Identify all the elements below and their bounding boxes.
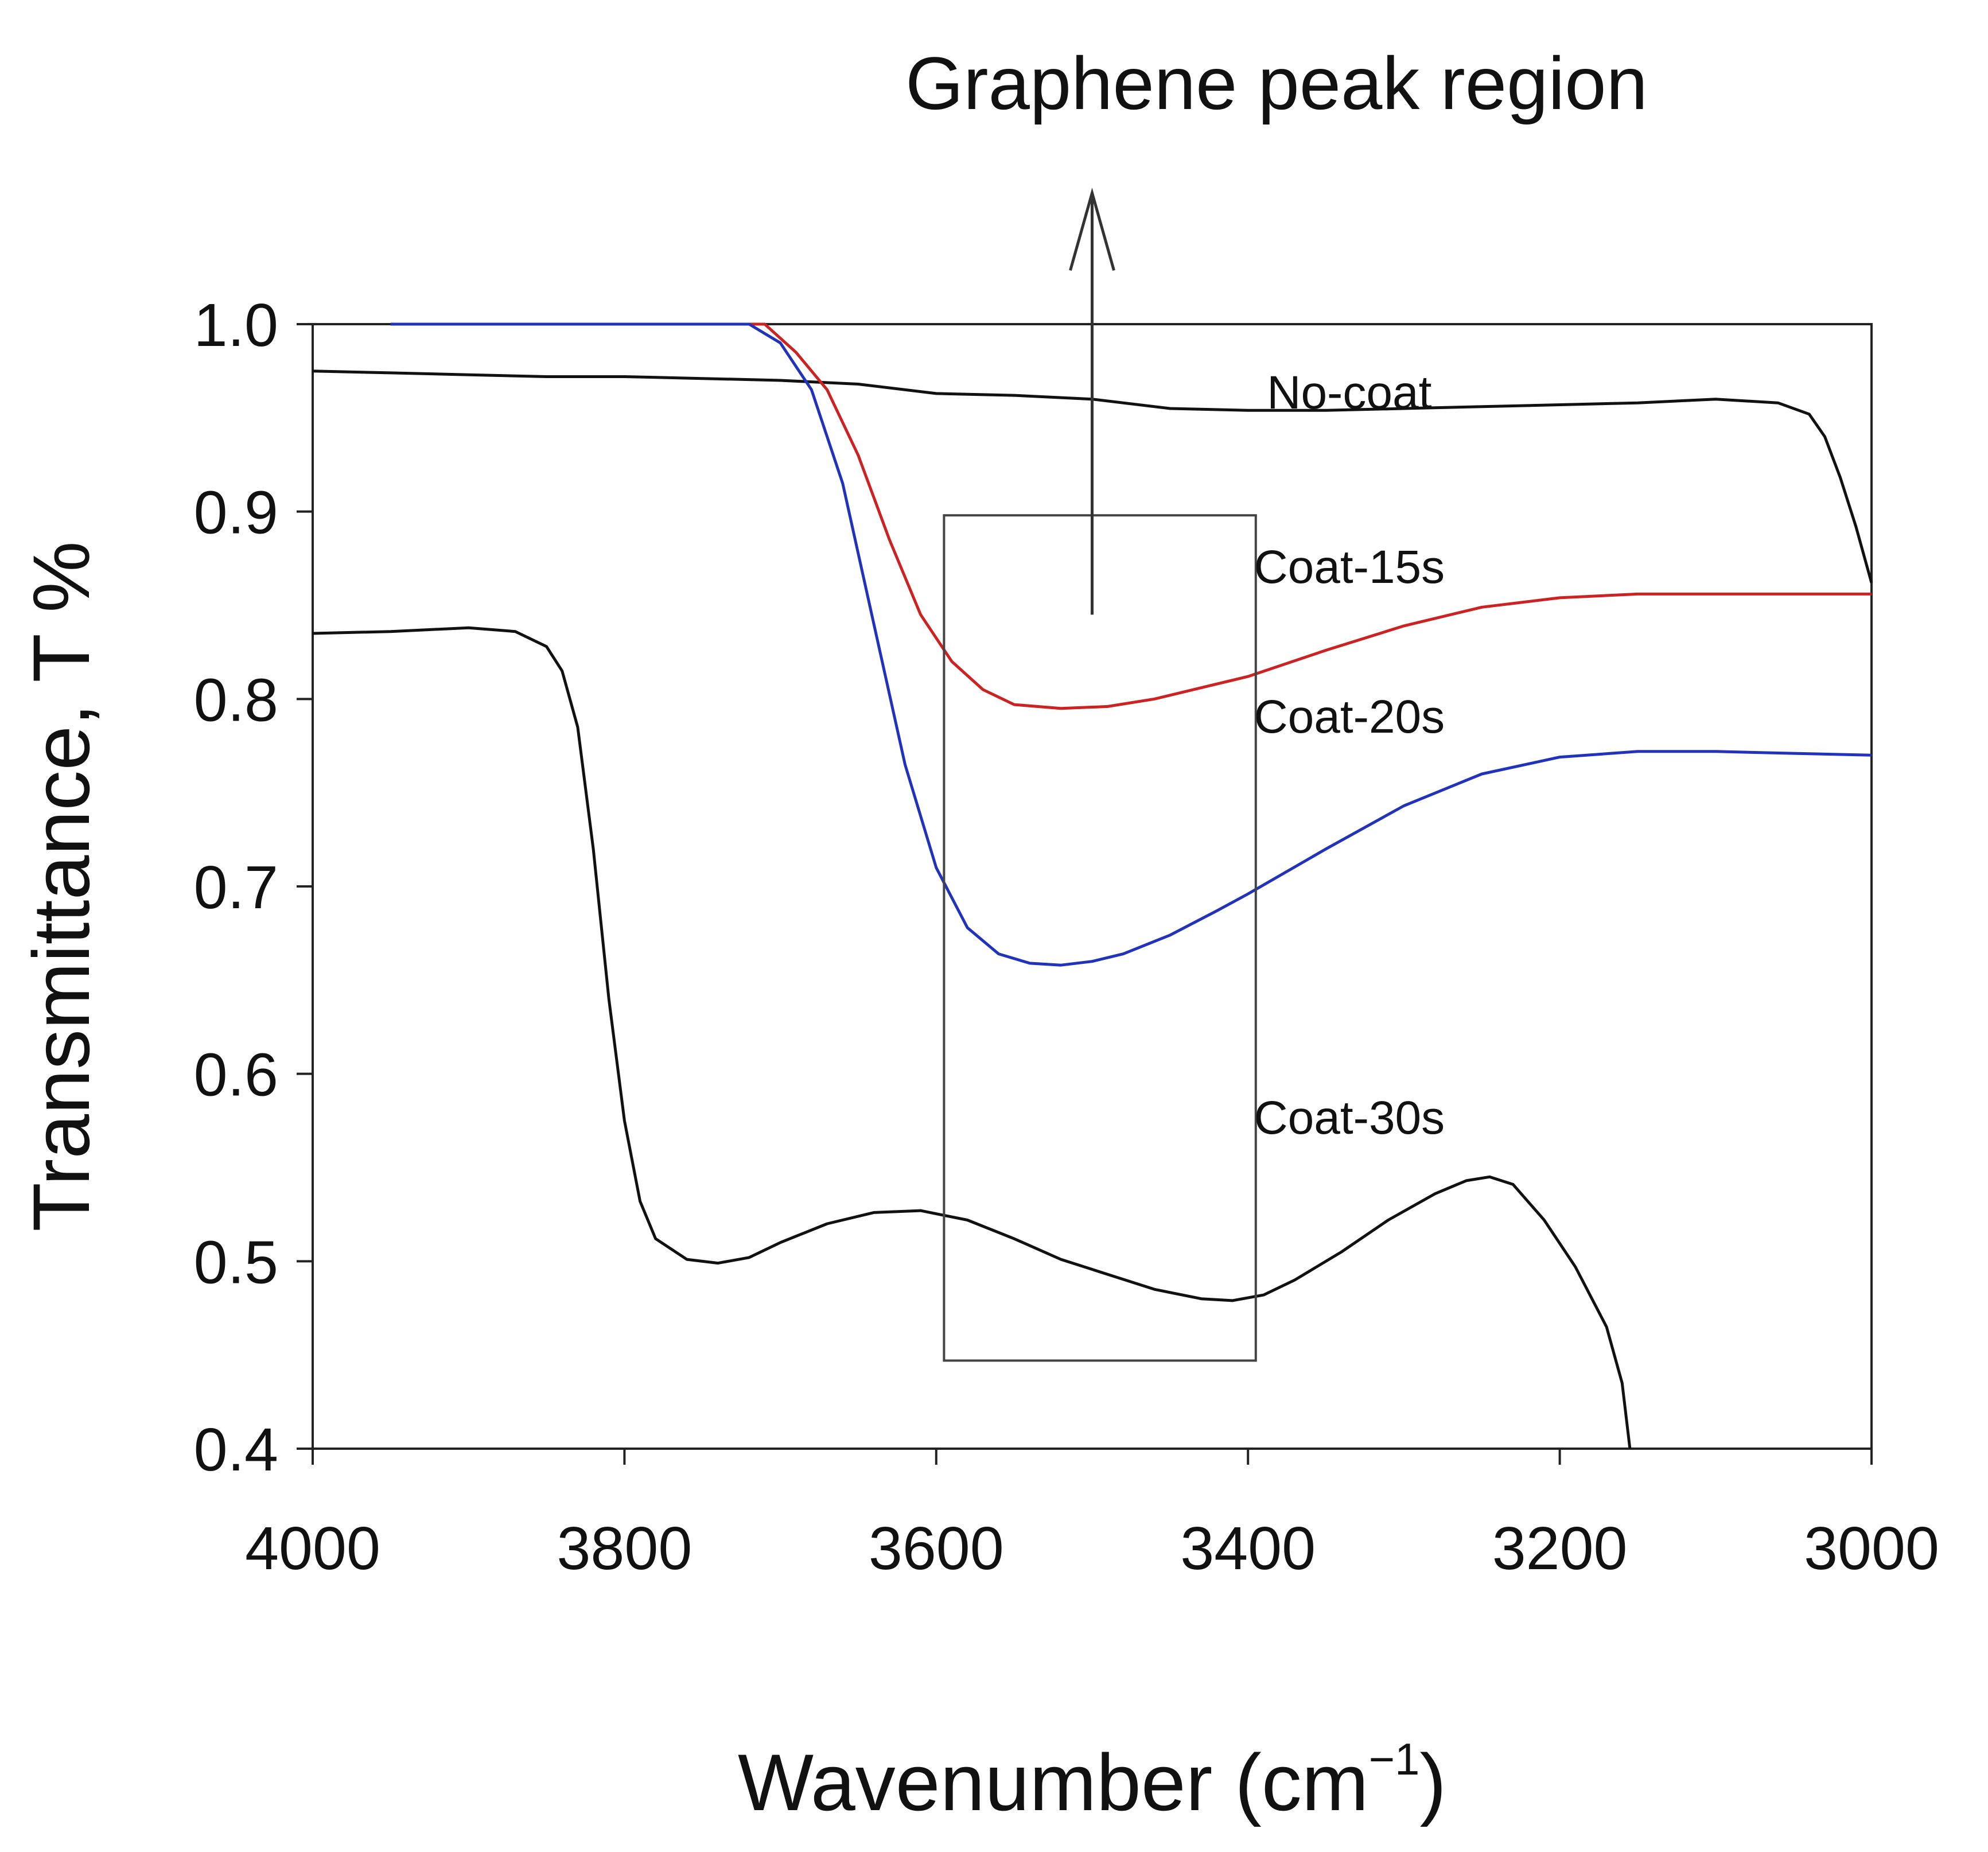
series-label-coat-20s: Coat-20s xyxy=(1254,691,1445,743)
series-label-coat-15s: Coat-15s xyxy=(1254,541,1445,593)
series-line-no-coat xyxy=(312,369,1873,583)
y-tick-label: 0.7 xyxy=(194,854,278,921)
y-tick-label: 0.6 xyxy=(194,1041,278,1109)
annotation-arrow-head xyxy=(1069,188,1115,271)
annotation: Graphene peak region xyxy=(905,41,1648,1362)
series-labels: No-coat Coat-15s Coat-20s Coat-30s xyxy=(1254,367,1445,1144)
series-lines xyxy=(312,322,1873,1449)
x-axis-title-superscript: −1 xyxy=(1368,1734,1419,1784)
y-tick-label: 0.4 xyxy=(194,1416,278,1484)
series-line-coat-30s xyxy=(312,626,1632,1449)
x-tick-label: 3000 xyxy=(1804,1515,1939,1582)
series-line-coat-20s xyxy=(390,322,1872,967)
y-tick-label: 1.0 xyxy=(194,291,278,359)
x-tick-label: 3400 xyxy=(1180,1515,1316,1582)
x-tick-label: 3800 xyxy=(557,1515,692,1582)
axis-ticks: 4000 3800 3600 3400 3200 3000 0.4 0.5 0.6 0.7 0.8 0… xyxy=(194,291,1939,1582)
x-axis-title-close: ) xyxy=(1419,1737,1446,1827)
y-axis-title: Transmittance, T % xyxy=(16,541,106,1231)
x-axis-title-main: Wavenumber (cm xyxy=(738,1737,1369,1827)
y-tick-label: 0.8 xyxy=(194,666,278,734)
x-tick-label: 3600 xyxy=(869,1515,1004,1582)
graphene-peak-region-box xyxy=(943,514,1257,1362)
series-label-no-coat: No-coat xyxy=(1267,367,1431,419)
annotation-label: Graphene peak region xyxy=(905,41,1648,125)
series-label-coat-30s: Coat-30s xyxy=(1254,1092,1445,1144)
x-axis-title: Wavenumber (cm−1) xyxy=(738,1734,1446,1827)
y-tick-label: 0.5 xyxy=(194,1228,278,1296)
y-tick-label: 0.9 xyxy=(194,479,278,547)
x-tick-label: 3200 xyxy=(1492,1515,1628,1582)
x-tick-label: 4000 xyxy=(245,1515,380,1582)
